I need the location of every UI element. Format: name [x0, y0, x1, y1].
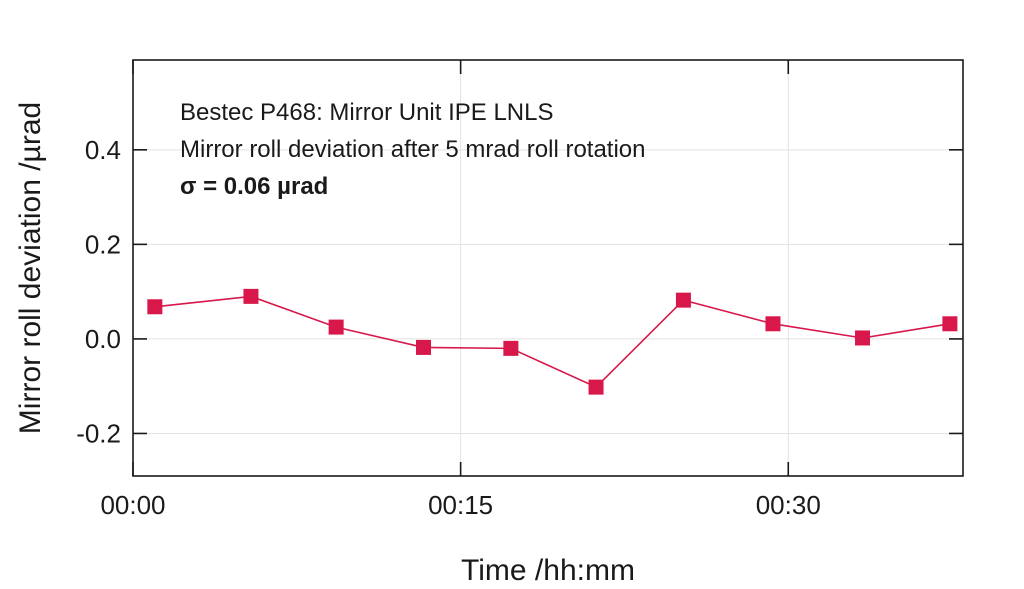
x-tick-label: 00:00 [100, 490, 165, 520]
y-axis-title: Mirror roll deviation /µrad [14, 102, 47, 434]
data-point-marker [416, 339, 431, 355]
data-point-marker [243, 288, 259, 304]
x-tick-label: 00:30 [756, 490, 821, 520]
axis-ticks [132, 60, 963, 476]
x-axis-title: Time /hh:mm [461, 554, 635, 587]
series-layer [147, 288, 958, 395]
annotation-block: Bestec P468: Mirror Unit IPE LNLS Mirror… [180, 99, 646, 200]
data-point-marker [328, 319, 344, 335]
tick-labels: -0.2 0.0 0.2 0.4 00:00 00:15 00:30 [76, 135, 821, 520]
x-tick-label: 00:15 [428, 490, 493, 520]
data-point-marker [765, 316, 781, 332]
plot-gridlines [133, 60, 963, 476]
annotation-line-2: Mirror roll deviation after 5 mrad roll … [180, 136, 646, 163]
data-point-marker [588, 379, 604, 395]
annotation-line-1: Bestec P468: Mirror Unit IPE LNLS [180, 99, 553, 126]
series-line [154, 295, 951, 389]
data-point-marker [675, 292, 691, 308]
y-tick-label: 0.0 [85, 324, 121, 354]
y-tick-label: 0.4 [85, 135, 121, 165]
plot-frame [132, 59, 964, 477]
data-point-marker [147, 299, 163, 315]
data-point-marker [942, 316, 958, 332]
y-tick-label: -0.2 [76, 418, 121, 448]
data-point-marker [503, 340, 519, 356]
data-point-marker [855, 330, 871, 346]
y-tick-label: 0.2 [85, 229, 121, 259]
annotation-sigma: σ = 0.06 µrad [180, 173, 328, 200]
